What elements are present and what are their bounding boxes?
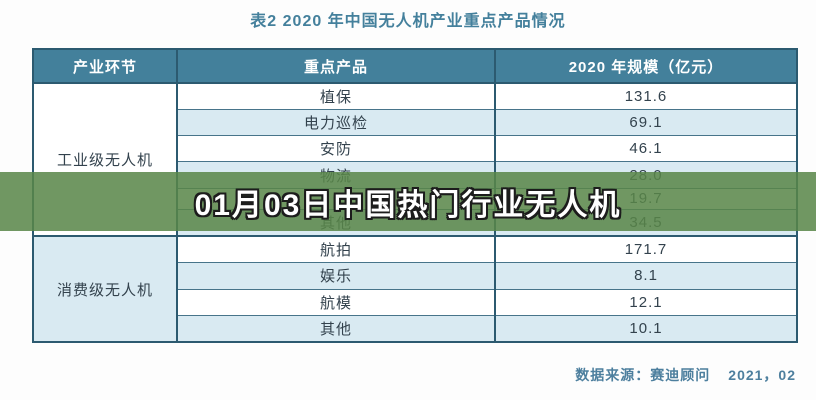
product-cell: 航拍 [176,235,495,263]
banner-headline: 01月03日中国热门行业无人机 [194,188,622,222]
value-cell: 10.1 [494,314,797,342]
value-cell: 12.1 [494,288,797,316]
overlay-banner: 01月03日中国热门行业无人机 [0,172,816,231]
column-header-key-product: 重点产品 [176,48,496,84]
table-row: 安防 46.1 [33,135,797,162]
column-header-2020-scale: 2020 年规模（亿元） [494,48,798,84]
drone-table-container: 产业环节 重点产品 2020 年规模（亿元） 工业级无人机 植保 131.6 电… [32,48,798,343]
column-header-industry-chain: 产业环节 [32,48,178,84]
table-row: 消费级无人机 航拍 171.7 [33,235,797,342]
table-row: 航模 12.1 [33,288,797,316]
value-cell: 46.1 [494,135,797,162]
data-source: 数据来源：赛迪顾问 2021，02 [575,365,796,385]
product-cell: 其他 [176,314,495,342]
data-source-period: 2021，02 [728,367,796,383]
value-cell: 69.1 [494,109,797,136]
product-cell: 电力巡检 [176,109,495,136]
product-cell: 安防 [176,135,495,162]
value-cell: 8.1 [494,262,797,290]
drone-products-table: 产业环节 重点产品 2020 年规模（亿元） 工业级无人机 植保 131.6 电… [32,48,798,343]
category-cell-consumer: 消费级无人机 [33,235,178,342]
page-title: 表2 2020 年中国无人机产业重点产品情况 [250,13,566,30]
product-cell: 娱乐 [176,262,495,290]
table-row: 工业级无人机 植保 131.6 [33,82,797,237]
data-source-label: 数据来源：赛迪顾问 [575,367,711,383]
value-cell: 131.6 [494,82,797,110]
product-cell: 植保 [176,82,495,110]
product-cell: 航模 [176,288,495,316]
table-row: 电力巡检 69.1 [33,109,797,136]
table-row: 娱乐 8.1 [33,262,797,290]
table-row: 其他 10.1 [33,314,797,342]
value-cell: 171.7 [494,235,797,263]
table-header-row: 产业环节 重点产品 2020 年规模（亿元） [32,48,798,84]
